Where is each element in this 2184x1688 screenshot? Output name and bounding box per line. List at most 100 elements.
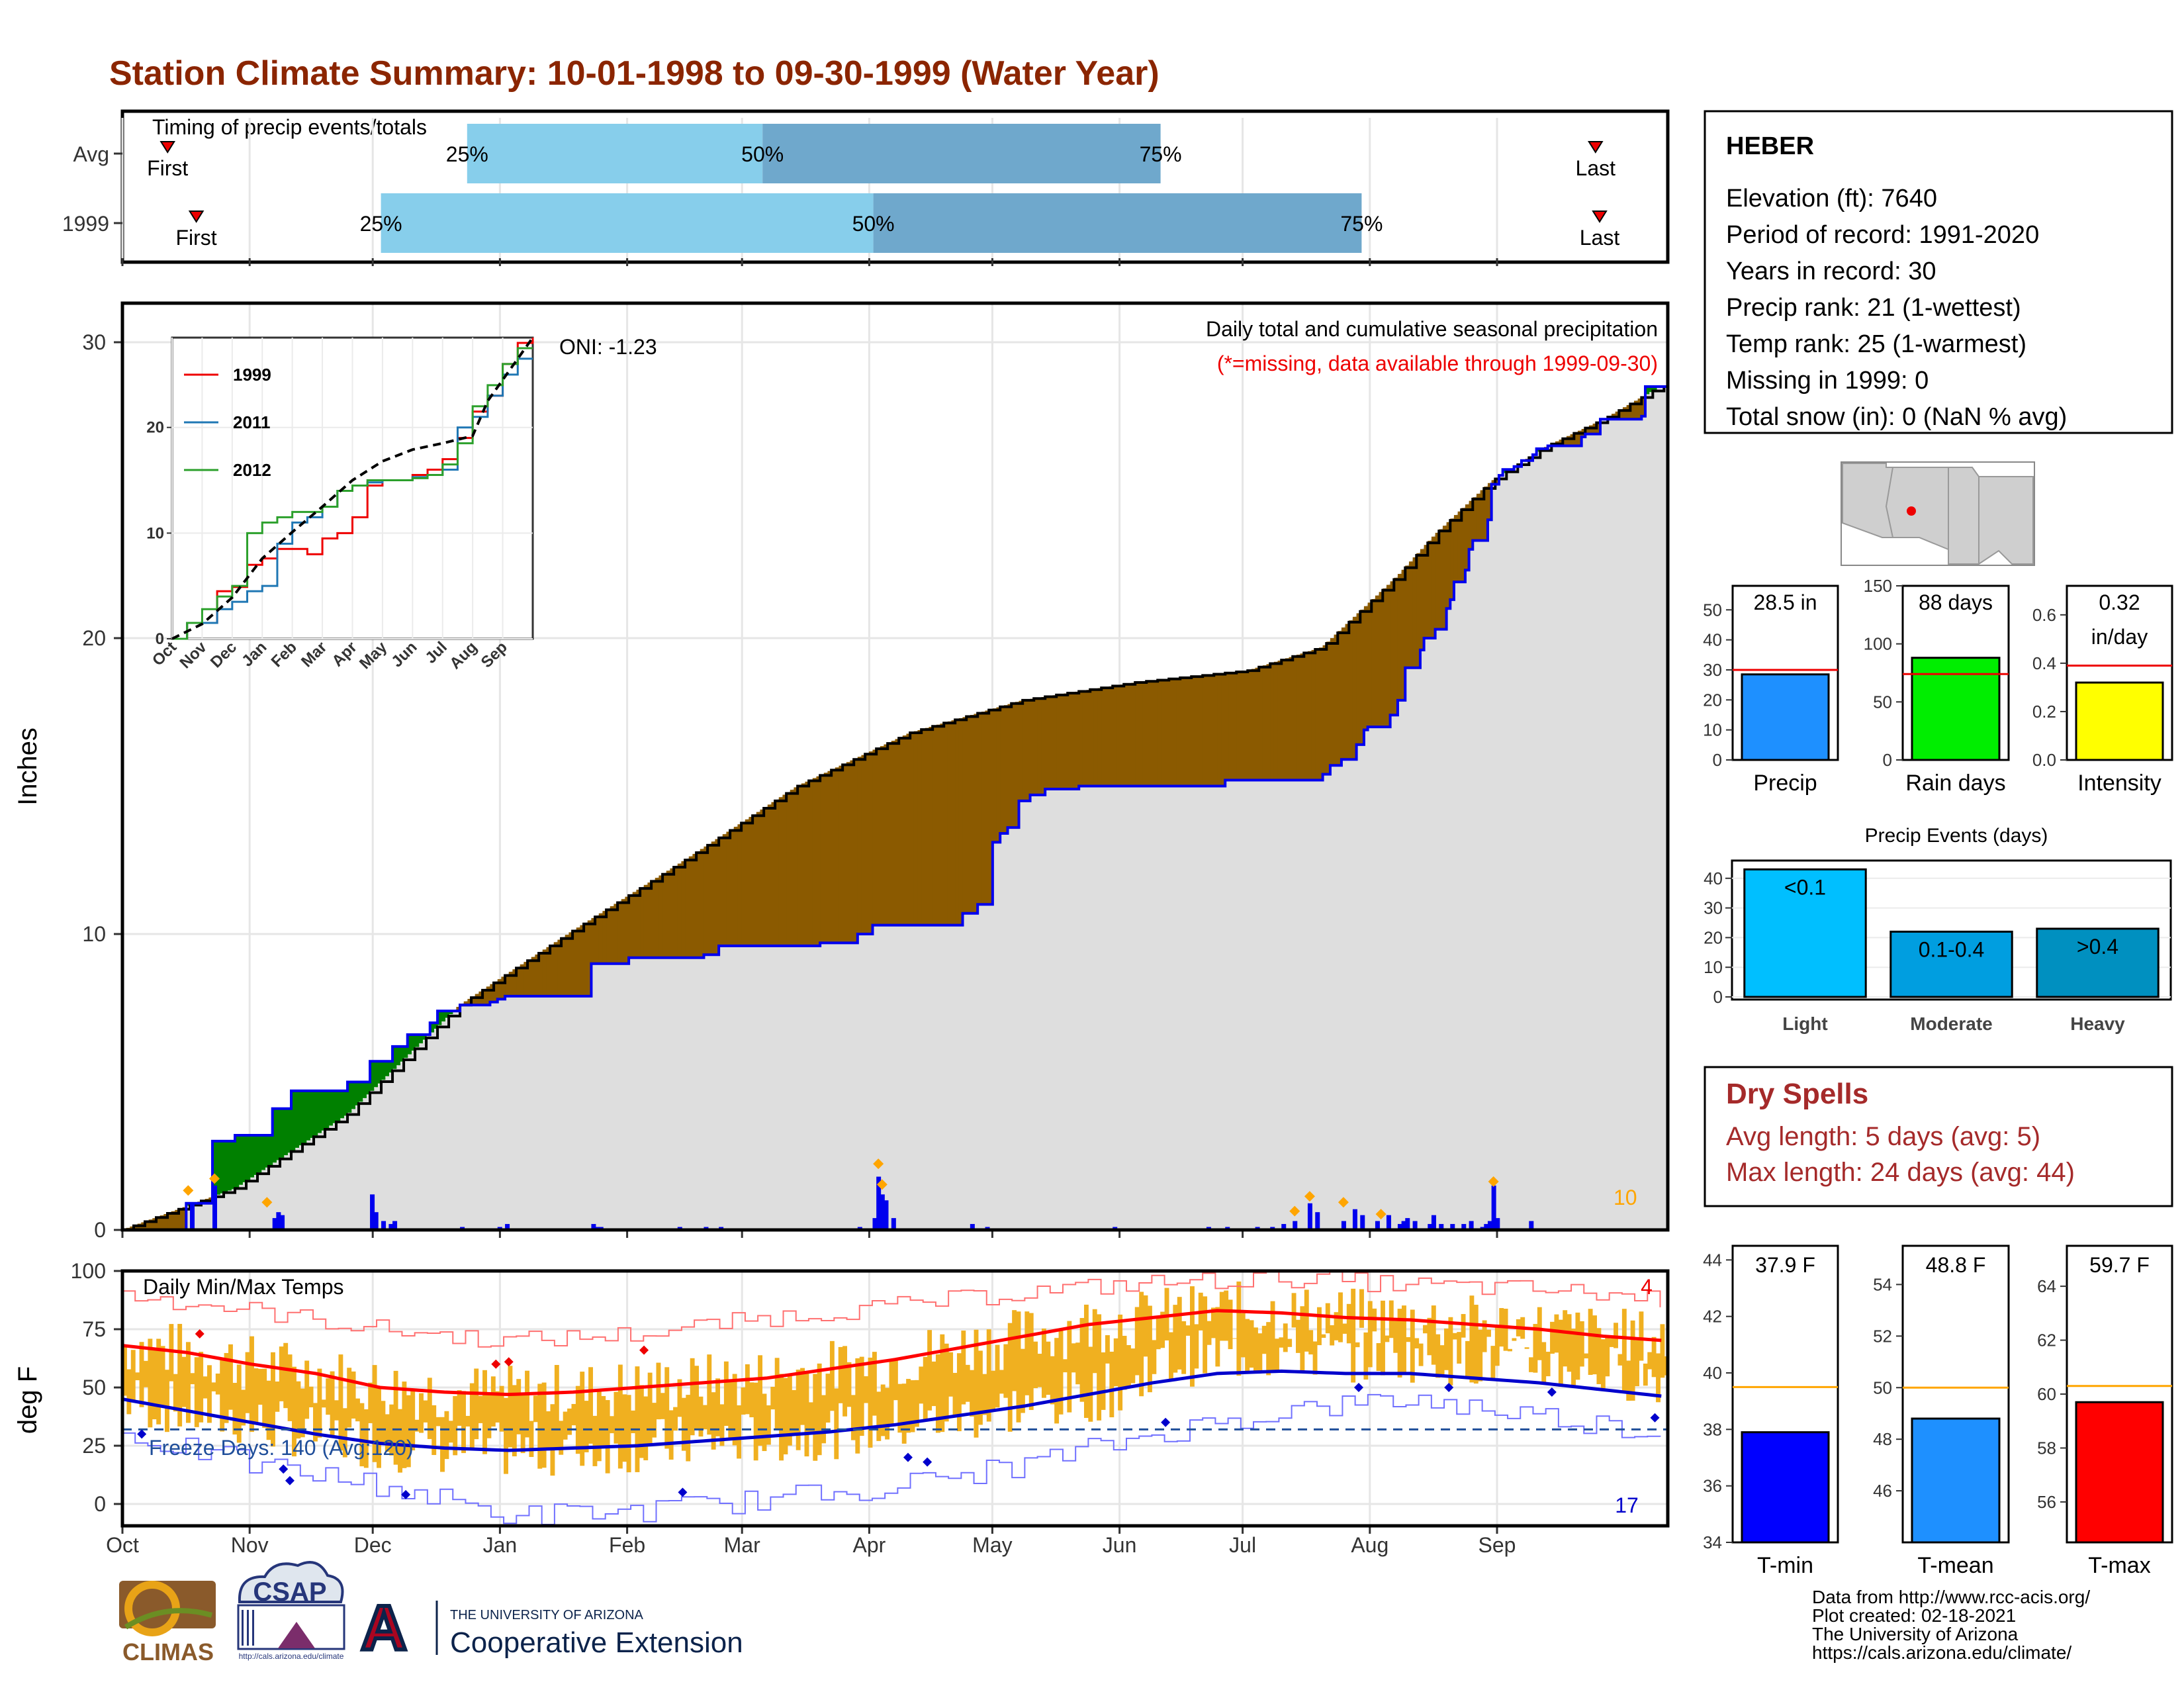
daily-temp-bar [1261, 1325, 1267, 1354]
daily-temp-bar [504, 1397, 508, 1474]
deficit-strip [801, 783, 806, 946]
daily-temp-bar [126, 1369, 132, 1415]
daily-temp-bar [554, 1365, 559, 1448]
deficit-strip [1180, 677, 1185, 786]
surplus-strip [314, 1090, 318, 1136]
daily-temp-bar [1160, 1311, 1165, 1348]
deficit-strip [1300, 653, 1304, 780]
surplus-strip [400, 1046, 404, 1062]
surplus-strip [388, 1061, 393, 1073]
deficit-strip [1217, 673, 1222, 786]
deficit-strip [508, 971, 514, 996]
deficit-strip [156, 1217, 161, 1230]
deficit-strip [1450, 518, 1455, 600]
tbar-value-label-0: 37.9 F [1755, 1253, 1815, 1277]
daily-temp-bar [1473, 1305, 1479, 1384]
daily-temp-bar [1210, 1307, 1216, 1338]
daily-temp-bar [1245, 1319, 1250, 1374]
surplus-strip [238, 1135, 243, 1185]
daily-temp-bar [1545, 1352, 1551, 1377]
deficit-strip [1435, 532, 1439, 630]
timing-bar-50-75 [873, 193, 1362, 253]
climas-land-icon [124, 1608, 213, 1630]
deficit-strip [944, 722, 948, 925]
map-borders [1885, 467, 1979, 564]
extreme-precip-marker [1289, 1205, 1300, 1217]
mini-ytick-label: 30 [1703, 660, 1722, 680]
deficit-strip [497, 979, 502, 1000]
daily-temp-bar [1156, 1317, 1161, 1350]
daily-precip-bar [872, 1218, 878, 1230]
precip-frame [120, 301, 1670, 1232]
deficit-strip [1075, 691, 1079, 789]
daily-temp-bar [1215, 1307, 1220, 1367]
daily-temp-bar [825, 1374, 831, 1423]
daily-temp-bar [1592, 1315, 1597, 1375]
deficit-strip [1082, 690, 1087, 786]
deficit-strip [1003, 705, 1009, 834]
daily-precip-bar [884, 1200, 889, 1230]
daily-temp-bar [1236, 1281, 1242, 1376]
tbar-ytick-label: 44 [1703, 1250, 1722, 1270]
deficit-strip [576, 927, 581, 996]
deficit-strip [1570, 434, 1574, 446]
timing-panel: Timing of precip events/totals Avg 25% 50%… [62, 109, 1670, 266]
deficit-strip [490, 984, 494, 1002]
daily-temp-bar [283, 1342, 289, 1409]
daily-temp-bar [482, 1370, 487, 1454]
surplus-strip [276, 1108, 281, 1160]
daily-temp-bar [1346, 1303, 1351, 1344]
surplus-strip [445, 1011, 449, 1018]
deficit-strip [913, 731, 919, 925]
deficit-strip [610, 906, 615, 964]
daily-temp-bar [580, 1372, 585, 1466]
daily-temp-bar [1647, 1352, 1653, 1370]
timing-first-marker [159, 141, 176, 154]
daily-temp-bar [614, 1391, 619, 1444]
deficit-strip [598, 913, 604, 964]
deficit-strip [1563, 438, 1567, 446]
daily-temp-bar [694, 1366, 700, 1430]
deficit-strip [1068, 692, 1072, 789]
daily-temp-bar [796, 1370, 801, 1450]
daily-precip-bar [1491, 1185, 1496, 1230]
deficit-strip [1248, 670, 1252, 780]
daily-temp-bar [859, 1356, 864, 1436]
tbar-ytick-label: 34 [1703, 1532, 1722, 1552]
deficit-strip [985, 710, 989, 905]
daily-temp-bar [643, 1396, 649, 1461]
daily-precip-bar [1412, 1221, 1418, 1230]
temp-xtick-label: Aug [1351, 1533, 1388, 1557]
surplus-strip [340, 1090, 344, 1119]
events-value-label: 0.1-0.4 [1919, 937, 1985, 961]
deficit-strip [884, 744, 888, 925]
deficit-strip [553, 942, 559, 996]
daily-temp-bar [1351, 1288, 1356, 1383]
mini-label-1: Rain days [1905, 771, 2005, 796]
daily-temp-bar [1465, 1340, 1470, 1379]
deficit-strip [670, 868, 674, 958]
daily-temp-bar [571, 1403, 576, 1426]
deficit-strip [1304, 652, 1308, 780]
daily-temp-bar [1393, 1321, 1398, 1353]
surplus-strip [257, 1135, 262, 1173]
daily-temp-bar [338, 1354, 343, 1451]
daily-precip-bar [1307, 1203, 1312, 1230]
daily-temp-bar [130, 1350, 136, 1401]
deficit-strip [1169, 679, 1173, 786]
surplus-strip [430, 1023, 435, 1033]
deficit-strip [130, 1226, 134, 1230]
daily-temp-bar [1240, 1313, 1246, 1358]
daily-temp-bar [1558, 1319, 1563, 1387]
daily-temp-bar [787, 1376, 792, 1446]
deficit-strip [688, 856, 694, 958]
daily-temp-bar [1257, 1333, 1263, 1372]
daily-temp-bar [499, 1385, 504, 1432]
daily-temp-bar [575, 1385, 580, 1454]
deficit-strip [752, 814, 757, 946]
deficit-strip [1383, 588, 1387, 727]
mini-ytick-label: 0.0 [2032, 750, 2056, 770]
surplus-strip [287, 1108, 292, 1153]
daily-precip-bar [370, 1194, 375, 1230]
surplus-strip [246, 1135, 251, 1180]
